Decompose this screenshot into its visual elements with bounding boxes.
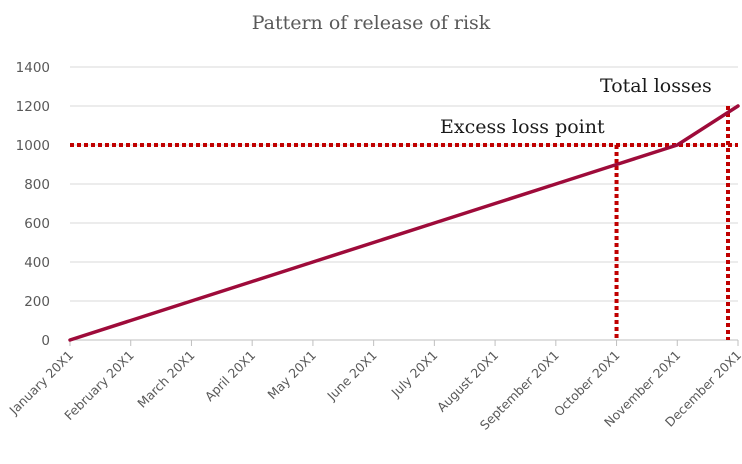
y-tick-label: 800	[24, 177, 50, 193]
gridlines	[70, 66, 738, 341]
y-tick-label: 400	[24, 255, 50, 271]
y-tick-label: 0	[41, 333, 50, 349]
x-tick-label: April 20X1	[202, 348, 259, 405]
x-tick-label: August 20X1	[434, 348, 501, 415]
y-tick-label: 1000	[16, 138, 50, 154]
x-tick-label: May 20X1	[264, 348, 319, 403]
excess-loss-label: Excess loss point	[440, 116, 605, 138]
x-tick-label: July 20X1	[388, 348, 441, 401]
x-axis-tick-marks	[69, 340, 739, 346]
y-tick-label: 1400	[16, 60, 50, 76]
reference-lines	[70, 106, 738, 340]
total-losses-label: Total losses	[600, 75, 712, 97]
y-tick-label: 1200	[16, 99, 50, 115]
x-tick-label: June 20X1	[323, 348, 379, 404]
y-tick-label: 200	[24, 294, 50, 310]
series-layer	[68, 104, 740, 342]
y-tick-label: 600	[24, 216, 50, 232]
series-line	[68, 104, 740, 342]
x-tick-label: March 20X1	[134, 348, 197, 411]
y-axis-ticks: 0 200 400 600 800 1000 1200 1400	[16, 60, 50, 349]
chart-title: Pattern of release of risk	[251, 12, 491, 34]
annotations: Excess loss point Total losses	[440, 75, 712, 138]
